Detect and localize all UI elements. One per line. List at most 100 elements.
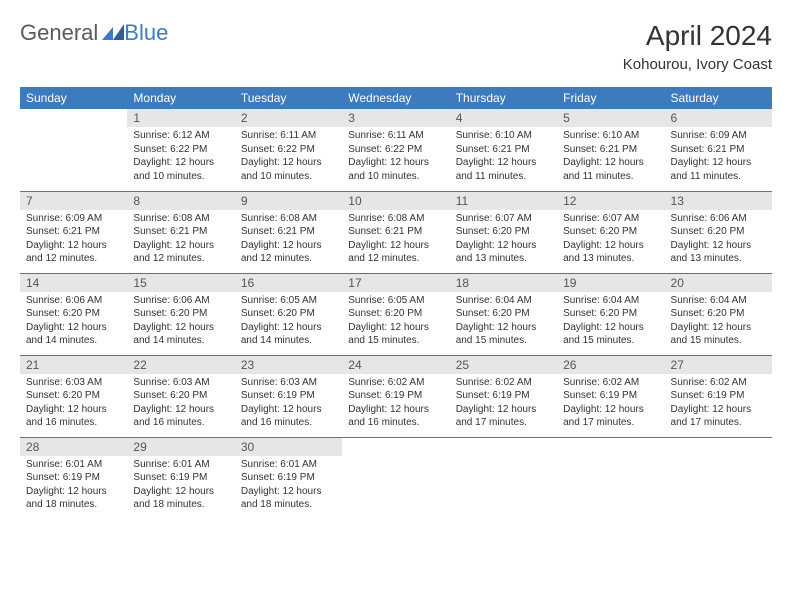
header-friday: Friday (557, 87, 664, 109)
calendar-day-cell: 1Sunrise: 6:12 AMSunset: 6:22 PMDaylight… (127, 109, 234, 191)
day-number: 23 (235, 356, 342, 374)
calendar-day-cell: 29Sunrise: 6:01 AMSunset: 6:19 PMDayligh… (127, 437, 234, 519)
sunset-text: Sunset: 6:20 PM (133, 307, 228, 321)
day-details: Sunrise: 6:09 AMSunset: 6:21 PMDaylight:… (665, 127, 772, 187)
logo: General Blue (20, 20, 168, 46)
calendar-week-row: 21Sunrise: 6:03 AMSunset: 6:20 PMDayligh… (20, 355, 772, 437)
day-number: 9 (235, 192, 342, 210)
header-wednesday: Wednesday (342, 87, 449, 109)
sunrise-text: Sunrise: 6:02 AM (348, 376, 443, 390)
sunset-text: Sunset: 6:19 PM (671, 389, 766, 403)
calendar-day-cell: 27Sunrise: 6:02 AMSunset: 6:19 PMDayligh… (665, 355, 772, 437)
daylight-text-1: Daylight: 12 hours (456, 239, 551, 253)
calendar-day-cell: 11Sunrise: 6:07 AMSunset: 6:20 PMDayligh… (450, 191, 557, 273)
calendar-day-cell: 24Sunrise: 6:02 AMSunset: 6:19 PMDayligh… (342, 355, 449, 437)
daylight-text-2: and 18 minutes. (133, 498, 228, 512)
calendar-week-row: 14Sunrise: 6:06 AMSunset: 6:20 PMDayligh… (20, 273, 772, 355)
calendar-day-cell: 22Sunrise: 6:03 AMSunset: 6:20 PMDayligh… (127, 355, 234, 437)
sunrise-text: Sunrise: 6:08 AM (133, 212, 228, 226)
day-details: Sunrise: 6:03 AMSunset: 6:19 PMDaylight:… (235, 374, 342, 434)
sunrise-text: Sunrise: 6:06 AM (671, 212, 766, 226)
daylight-text-2: and 10 minutes. (241, 170, 336, 184)
day-number: 30 (235, 438, 342, 456)
calendar-day-cell (450, 437, 557, 519)
daylight-text-2: and 18 minutes. (241, 498, 336, 512)
calendar-day-cell: 3Sunrise: 6:11 AMSunset: 6:22 PMDaylight… (342, 109, 449, 191)
daylight-text-1: Daylight: 12 hours (348, 156, 443, 170)
sunset-text: Sunset: 6:21 PM (671, 143, 766, 157)
calendar-day-cell (342, 437, 449, 519)
sunset-text: Sunset: 6:20 PM (456, 307, 551, 321)
day-details (450, 456, 557, 462)
day-number: 3 (342, 109, 449, 127)
daylight-text-2: and 15 minutes. (456, 334, 551, 348)
calendar-day-cell (665, 437, 772, 519)
day-number: 26 (557, 356, 664, 374)
day-number: 14 (20, 274, 127, 292)
calendar-day-cell: 23Sunrise: 6:03 AMSunset: 6:19 PMDayligh… (235, 355, 342, 437)
daylight-text-2: and 13 minutes. (456, 252, 551, 266)
day-details: Sunrise: 6:10 AMSunset: 6:21 PMDaylight:… (557, 127, 664, 187)
calendar-day-cell: 17Sunrise: 6:05 AMSunset: 6:20 PMDayligh… (342, 273, 449, 355)
sunset-text: Sunset: 6:20 PM (241, 307, 336, 321)
sunrise-text: Sunrise: 6:01 AM (26, 458, 121, 472)
sunrise-text: Sunrise: 6:08 AM (348, 212, 443, 226)
sunset-text: Sunset: 6:21 PM (348, 225, 443, 239)
calendar-day-cell: 9Sunrise: 6:08 AMSunset: 6:21 PMDaylight… (235, 191, 342, 273)
sunrise-text: Sunrise: 6:04 AM (563, 294, 658, 308)
day-details: Sunrise: 6:03 AMSunset: 6:20 PMDaylight:… (127, 374, 234, 434)
day-details: Sunrise: 6:07 AMSunset: 6:20 PMDaylight:… (557, 210, 664, 270)
daylight-text-1: Daylight: 12 hours (26, 239, 121, 253)
day-number: 15 (127, 274, 234, 292)
sunrise-text: Sunrise: 6:02 AM (456, 376, 551, 390)
daylight-text-2: and 16 minutes. (133, 416, 228, 430)
sunrise-text: Sunrise: 6:03 AM (241, 376, 336, 390)
sunrise-text: Sunrise: 6:07 AM (456, 212, 551, 226)
calendar-week-row: 7Sunrise: 6:09 AMSunset: 6:21 PMDaylight… (20, 191, 772, 273)
sunset-text: Sunset: 6:20 PM (563, 307, 658, 321)
calendar-day-cell (557, 437, 664, 519)
day-details: Sunrise: 6:04 AMSunset: 6:20 PMDaylight:… (665, 292, 772, 352)
sunset-text: Sunset: 6:19 PM (241, 389, 336, 403)
header-tuesday: Tuesday (235, 87, 342, 109)
day-details: Sunrise: 6:11 AMSunset: 6:22 PMDaylight:… (235, 127, 342, 187)
daylight-text-1: Daylight: 12 hours (133, 156, 228, 170)
daylight-text-2: and 11 minutes. (671, 170, 766, 184)
sunset-text: Sunset: 6:21 PM (241, 225, 336, 239)
daylight-text-1: Daylight: 12 hours (241, 403, 336, 417)
daylight-text-1: Daylight: 12 hours (241, 239, 336, 253)
daylight-text-1: Daylight: 12 hours (26, 485, 121, 499)
sunrise-text: Sunrise: 6:04 AM (671, 294, 766, 308)
daylight-text-1: Daylight: 12 hours (671, 156, 766, 170)
sunset-text: Sunset: 6:19 PM (133, 471, 228, 485)
daylight-text-1: Daylight: 12 hours (563, 239, 658, 253)
daylight-text-1: Daylight: 12 hours (456, 321, 551, 335)
day-details: Sunrise: 6:10 AMSunset: 6:21 PMDaylight:… (450, 127, 557, 187)
logo-text-1: General (20, 20, 98, 46)
sunrise-text: Sunrise: 6:02 AM (671, 376, 766, 390)
calendar-day-cell: 6Sunrise: 6:09 AMSunset: 6:21 PMDaylight… (665, 109, 772, 191)
day-details: Sunrise: 6:08 AMSunset: 6:21 PMDaylight:… (342, 210, 449, 270)
daylight-text-1: Daylight: 12 hours (133, 321, 228, 335)
sunset-text: Sunset: 6:21 PM (26, 225, 121, 239)
daylight-text-1: Daylight: 12 hours (133, 485, 228, 499)
daylight-text-1: Daylight: 12 hours (671, 321, 766, 335)
daylight-text-2: and 17 minutes. (671, 416, 766, 430)
daylight-text-1: Daylight: 12 hours (26, 321, 121, 335)
day-number: 12 (557, 192, 664, 210)
sunset-text: Sunset: 6:21 PM (456, 143, 551, 157)
page-header: General Blue April 2024 Kohourou, Ivory … (20, 20, 772, 73)
day-details: Sunrise: 6:06 AMSunset: 6:20 PMDaylight:… (20, 292, 127, 352)
daylight-text-2: and 11 minutes. (563, 170, 658, 184)
daylight-text-2: and 14 minutes. (241, 334, 336, 348)
daylight-text-2: and 12 minutes. (241, 252, 336, 266)
day-details (557, 456, 664, 462)
calendar-day-cell: 16Sunrise: 6:05 AMSunset: 6:20 PMDayligh… (235, 273, 342, 355)
sunrise-text: Sunrise: 6:03 AM (26, 376, 121, 390)
day-details: Sunrise: 6:01 AMSunset: 6:19 PMDaylight:… (20, 456, 127, 516)
calendar-day-cell: 13Sunrise: 6:06 AMSunset: 6:20 PMDayligh… (665, 191, 772, 273)
daylight-text-1: Daylight: 12 hours (456, 403, 551, 417)
sunrise-text: Sunrise: 6:03 AM (133, 376, 228, 390)
day-details (342, 456, 449, 462)
day-details: Sunrise: 6:09 AMSunset: 6:21 PMDaylight:… (20, 210, 127, 270)
